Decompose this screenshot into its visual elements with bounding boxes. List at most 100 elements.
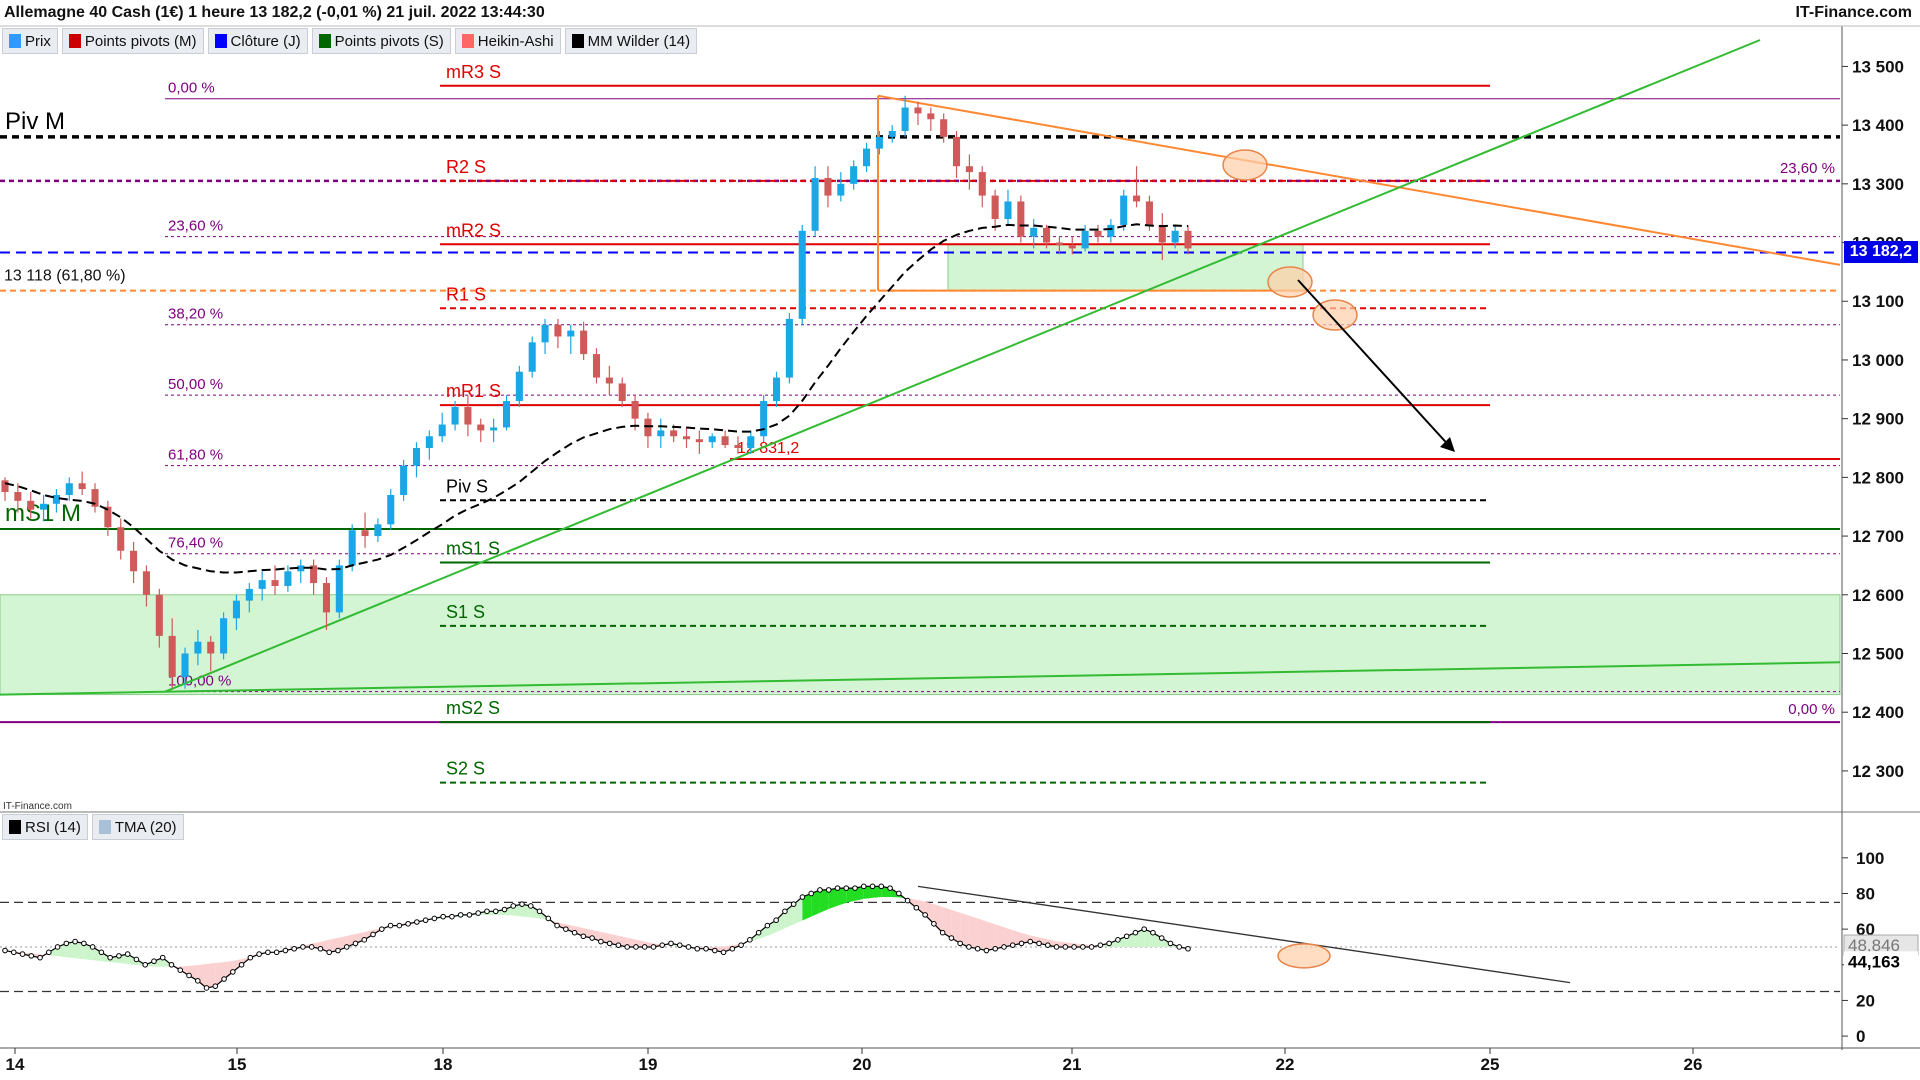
rsi-tick-label: 20 — [1856, 991, 1875, 1010]
candle-body — [464, 406, 472, 425]
legend-label: Heikin-Ashi — [477, 32, 554, 50]
rsi-fill-segment — [224, 961, 233, 980]
legend-item[interactable]: Points pivots (S) — [311, 28, 451, 54]
candle-body — [850, 166, 858, 184]
rsi-point — [685, 944, 692, 950]
candle-body — [91, 489, 99, 507]
candles-icon — [9, 34, 21, 48]
candle-body — [953, 136, 961, 167]
rsi-point — [151, 958, 157, 965]
rsi-value-label: 44,163 — [1848, 952, 1900, 971]
pivot-level-label: mR2 S — [446, 220, 501, 240]
candle-body — [52, 494, 60, 504]
rsi-point — [387, 922, 394, 929]
rsi-point — [782, 908, 788, 915]
target-arrow-line — [1297, 279, 1454, 451]
rsi-point — [720, 949, 727, 956]
rsi-point — [63, 940, 70, 947]
rsi-fill-segment — [837, 888, 847, 906]
rsi-legend-label: TMA (20) — [114, 818, 177, 836]
candle-body — [554, 324, 562, 337]
rsi-point — [615, 942, 622, 948]
candle-body — [785, 318, 793, 378]
rsi-line — [4, 885, 1189, 989]
legend-item[interactable]: Points pivots (M) — [61, 28, 204, 54]
rsi-legend-item[interactable]: TMA (20) — [91, 814, 184, 840]
candle-body — [490, 427, 498, 431]
rsi-point — [326, 949, 333, 956]
pivot-level-label: mS2 S — [446, 698, 500, 718]
rsi-fill-segment — [863, 886, 873, 899]
rsi-fill-segment — [127, 954, 137, 965]
rsi-point — [1115, 937, 1121, 943]
legend-label: Points pivots (S) — [334, 32, 444, 50]
rsi-point — [484, 908, 490, 915]
pivot-level-label: mR1 S — [446, 381, 501, 401]
rsi-point — [1158, 935, 1165, 941]
rsi-point — [676, 942, 683, 948]
rsi-point — [1001, 944, 1007, 950]
rsi-fill-segment — [101, 952, 111, 963]
rsi-fill-segment — [635, 939, 645, 947]
legend-label: Clôture (J) — [230, 32, 301, 50]
rsi-point — [799, 894, 806, 900]
candle-body — [322, 583, 331, 613]
chart-title: Allemagne 40 Cash (1€) 1 heure 13 182,2 … — [4, 4, 545, 21]
rsi-fill-segment — [1003, 927, 1013, 947]
brand-logo-text[interactable]: IT-Finance.com — [1795, 4, 1912, 21]
legend-item[interactable]: MM Wilder (14) — [564, 28, 698, 54]
rsi-point — [747, 937, 753, 943]
rsi-fill-segment — [1152, 932, 1162, 947]
candle-body — [438, 424, 446, 437]
legend-item[interactable]: Clôture (J) — [207, 28, 308, 54]
rsi-point — [729, 945, 736, 952]
candle-body — [258, 580, 266, 589]
legend-label: Points pivots (M) — [84, 32, 197, 50]
rsi-point — [738, 942, 744, 948]
candle-body — [1107, 224, 1115, 237]
candle-body — [811, 177, 819, 231]
fib-right-label: 0,00 % — [1788, 701, 1835, 718]
indicator-swatch-icon — [9, 820, 21, 834]
rsi-fill-segment — [960, 912, 969, 947]
rsi-point — [396, 922, 403, 929]
rsi-fill-segment — [802, 893, 812, 921]
rsi-legend-item[interactable]: RSI (14) — [2, 814, 88, 840]
candle-body — [592, 354, 601, 378]
rsi-point — [282, 947, 289, 954]
candle-body — [130, 550, 138, 572]
rsi-point — [545, 915, 552, 922]
rsi-point — [852, 885, 858, 891]
rsi-point — [1009, 942, 1016, 948]
time-tick-label: 20 — [853, 1055, 872, 1074]
time-tick-label: 18 — [434, 1055, 453, 1074]
legend-item[interactable]: Heikin-Ashi — [454, 28, 561, 54]
fib-right-label: 23,60 % — [1780, 160, 1835, 177]
candle-body — [1017, 201, 1025, 237]
legend-item[interactable]: Prix — [2, 28, 58, 54]
rsi-point — [913, 904, 920, 911]
rsi-point — [817, 887, 823, 893]
rsi-point — [159, 954, 166, 961]
candle-body — [232, 600, 240, 619]
price-tick-label: 12 700 — [1852, 527, 1904, 546]
consolidation-zone — [947, 243, 1304, 292]
candle-body — [1004, 201, 1012, 220]
rsi-point — [291, 945, 297, 952]
candle-body — [914, 107, 922, 114]
indicator-legend: Prix Points pivots (M) Clôture (J) Points p… — [2, 28, 698, 54]
rsi-fill-segment — [942, 906, 952, 939]
rsi-point — [1097, 942, 1104, 948]
rsi-point — [247, 954, 254, 961]
time-tick-label: 14 — [6, 1055, 25, 1074]
candle-body — [104, 506, 112, 528]
time-tick-label: 21 — [1063, 1055, 1082, 1074]
candle-body — [965, 166, 973, 173]
rsi-point — [335, 947, 341, 954]
rsi-point — [983, 947, 990, 954]
candle-body — [721, 436, 729, 446]
price-tick-label: 12 300 — [1852, 762, 1904, 781]
rsi-fill-segment — [565, 924, 575, 933]
rsi-fill-segment — [776, 911, 785, 933]
